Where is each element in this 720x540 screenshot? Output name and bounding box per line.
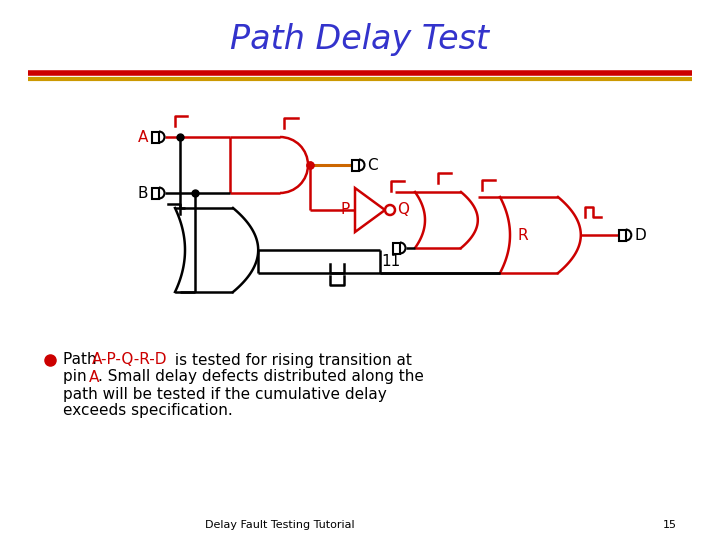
Text: is tested for rising transition at: is tested for rising transition at <box>170 353 412 368</box>
Bar <box>618 230 626 240</box>
Circle shape <box>385 205 395 215</box>
Bar <box>152 132 159 143</box>
Text: Q: Q <box>397 202 409 218</box>
Text: A: A <box>89 369 99 384</box>
Text: . Small delay defects distributed along the: . Small delay defects distributed along … <box>98 369 424 384</box>
Bar <box>152 187 159 199</box>
Text: A: A <box>138 130 148 145</box>
Text: exceeds specification.: exceeds specification. <box>63 403 233 418</box>
Text: Path: Path <box>63 353 102 368</box>
Text: A-P-Q-R-D: A-P-Q-R-D <box>92 353 168 368</box>
Text: D: D <box>634 227 646 242</box>
Text: pin: pin <box>63 369 91 384</box>
Text: Path Delay Test: Path Delay Test <box>230 24 490 57</box>
Text: B: B <box>138 186 148 200</box>
Text: C: C <box>367 158 378 172</box>
Bar <box>393 242 400 253</box>
Text: R: R <box>518 227 528 242</box>
Text: 15: 15 <box>663 520 677 530</box>
Text: P: P <box>341 202 350 218</box>
Text: Delay Fault Testing Tutorial: Delay Fault Testing Tutorial <box>205 520 355 530</box>
Bar <box>352 159 359 171</box>
Text: path will be tested if the cumulative delay: path will be tested if the cumulative de… <box>63 387 387 402</box>
Text: 11: 11 <box>382 254 400 269</box>
